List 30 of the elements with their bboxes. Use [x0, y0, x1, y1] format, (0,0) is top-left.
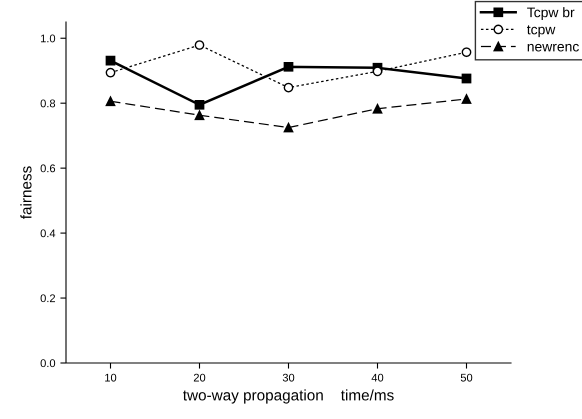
x-tick-label: 30 — [282, 374, 294, 382]
point — [462, 47, 472, 58]
y-tick-label: 0.2 — [40, 294, 56, 302]
x-tick-label: 40 — [372, 374, 384, 382]
legend-label: newrenc — [528, 44, 579, 52]
x-tick-label: 50 — [460, 374, 472, 382]
y-tick-label: 0.4 — [40, 229, 56, 238]
legend-label: tcpw — [527, 25, 556, 38]
point — [284, 82, 294, 92]
y-tick-label: 1.0 — [40, 34, 56, 42]
point — [194, 110, 204, 120]
point — [284, 62, 294, 72]
y-tick-label: 0.8 — [40, 99, 56, 108]
x-axis-title: two-way propagation time/ms — [183, 389, 394, 404]
y-axis-title: fairness — [20, 166, 32, 220]
x-tick-label: 20 — [194, 374, 206, 382]
point — [372, 66, 382, 76]
point — [194, 100, 204, 110]
legend-label: Tcpw br — [527, 7, 574, 20]
x-tick-label: 10 — [105, 374, 116, 382]
point — [194, 40, 204, 50]
point — [462, 94, 472, 104]
y-tick-label: 0.6 — [40, 164, 56, 172]
point — [462, 74, 472, 84]
point — [106, 56, 116, 66]
point — [372, 104, 382, 114]
y-tick-label: 0.0 — [40, 359, 56, 368]
point — [106, 68, 116, 78]
point — [284, 122, 294, 132]
point — [106, 96, 116, 106]
